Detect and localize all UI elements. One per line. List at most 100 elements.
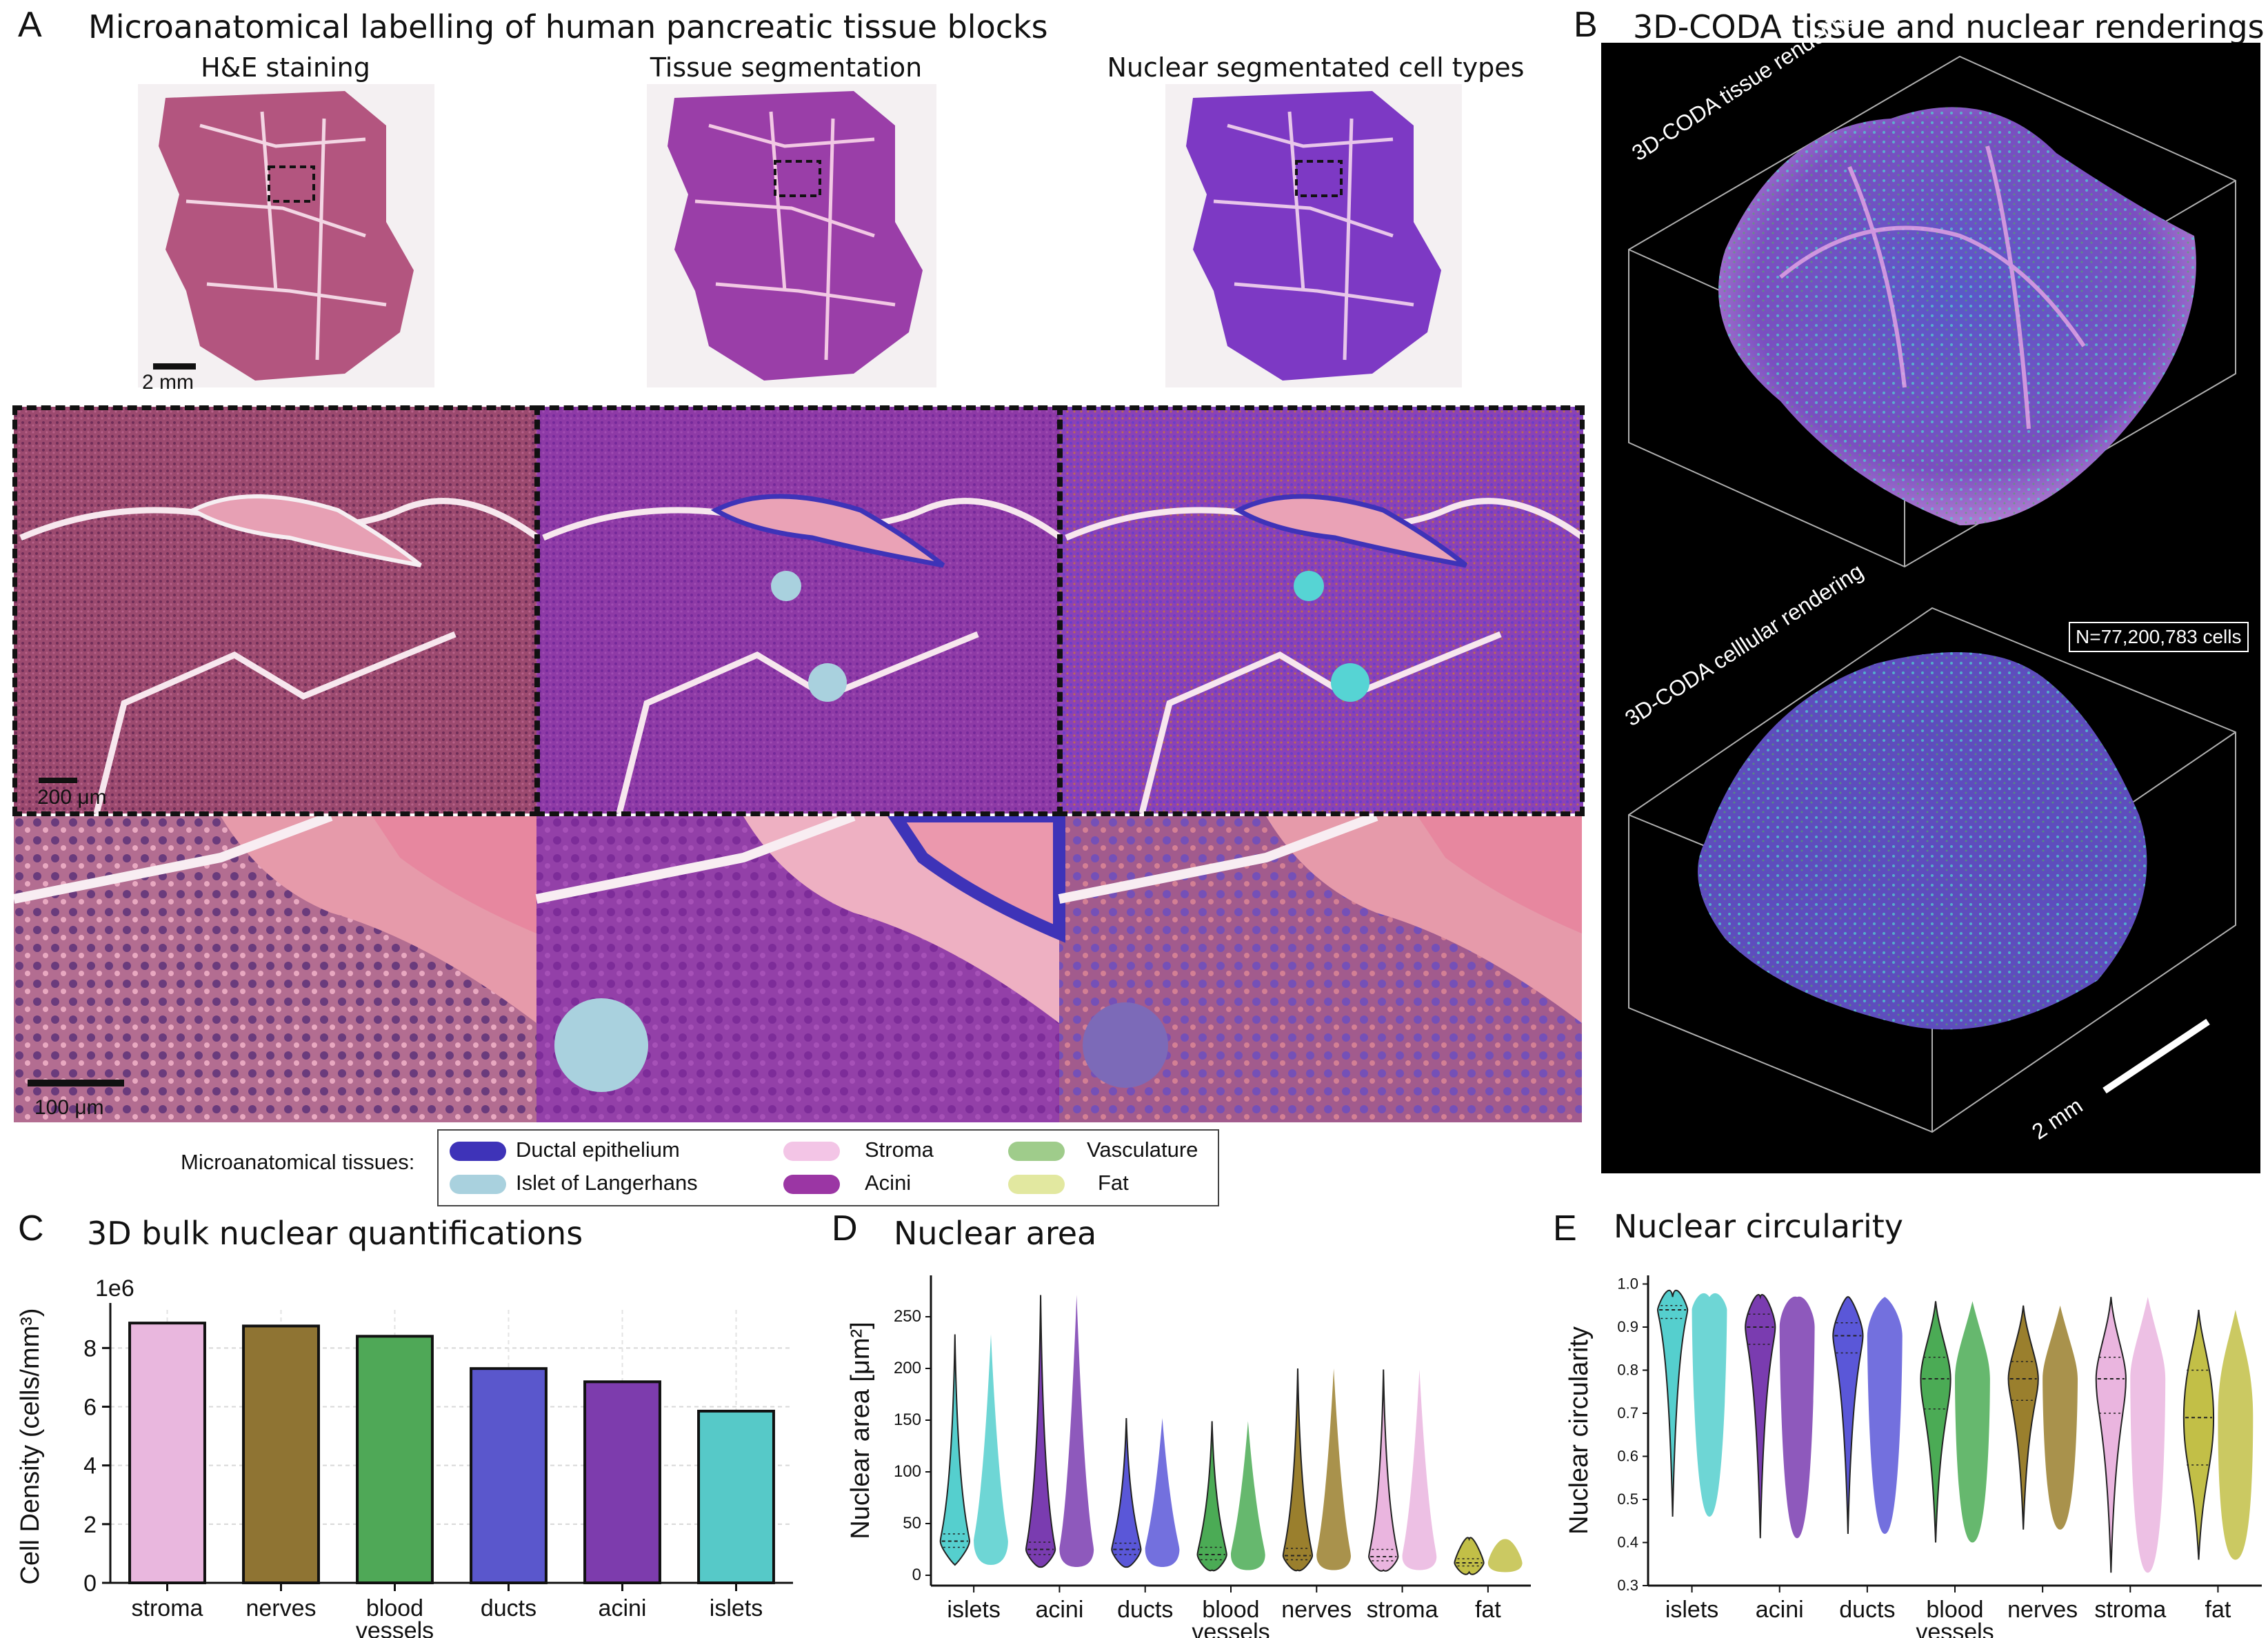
strip-ducts xyxy=(1145,1418,1180,1567)
bar-nerves xyxy=(242,1324,320,1585)
roi-frame-he xyxy=(12,405,539,816)
scalebar-200um-label: 200 μm xyxy=(37,786,107,809)
tissue-seg-overview-image xyxy=(647,84,936,387)
y-tick-label: 0 xyxy=(83,1570,97,1597)
scalebar-100um-bar xyxy=(28,1080,124,1086)
roi-frame-nuc xyxy=(1058,405,1585,816)
bar-islets xyxy=(697,1409,775,1584)
he-roi-box xyxy=(268,165,315,203)
legend-swatch-vasculature xyxy=(1008,1142,1065,1161)
nuclear-area-violin-chart: 0 50 100 150 200 250 Nuclear area [μm²] islets a… xyxy=(846,1275,1531,1638)
high-zoom-images xyxy=(14,816,1582,1122)
x-tick-label: stroma xyxy=(2094,1597,2166,1623)
he-staining-title: H&E staining xyxy=(201,52,370,83)
violin-acini xyxy=(1745,1294,1776,1539)
strip-ducts xyxy=(1867,1297,1903,1534)
nuclear-seg-title: Nuclear segmentated cell types xyxy=(1107,52,1525,83)
panel-e-letter: E xyxy=(1553,1209,1577,1248)
x-tick-label: nerves xyxy=(245,1595,316,1621)
strip-stroma xyxy=(1402,1369,1437,1570)
violin-nerves xyxy=(2007,1305,2039,1530)
strip-nerves xyxy=(1316,1368,1351,1570)
y-tick-label: 0 xyxy=(912,1566,921,1584)
strip-blood-vessels xyxy=(1955,1301,1990,1543)
x-tick-label: nerves xyxy=(2007,1597,2078,1623)
legend-ductal-epithelium: Ductal epithelium xyxy=(516,1138,680,1162)
bar-ducts xyxy=(470,1367,548,1584)
tissue-legend: Ductal epithelium Islet of Langerhans St… xyxy=(437,1129,1219,1206)
x-tick-label: ducts xyxy=(481,1595,536,1621)
y-tick-label: 8 xyxy=(83,1335,97,1362)
tissue-seg-title: Tissue segmentation xyxy=(650,52,923,83)
bar-blood-vessels xyxy=(356,1335,434,1585)
strip-acini xyxy=(1779,1296,1815,1539)
x-tick-label: stroma xyxy=(132,1595,203,1621)
nuclear-overview-image xyxy=(1165,84,1462,387)
x-tick-label: fat xyxy=(1475,1597,1501,1623)
strip-stroma xyxy=(2130,1297,2166,1573)
violin-ducts xyxy=(1111,1417,1142,1568)
scalebar-2mm-label: 2 mm xyxy=(142,371,194,394)
strip-fat xyxy=(1487,1539,1523,1573)
y-axis-title: Nuclear area [μm²] xyxy=(846,1322,875,1539)
y-tick-label: 50 xyxy=(903,1514,921,1533)
legend-fat: Fat xyxy=(1098,1171,1129,1195)
y-tick-label: 0.7 xyxy=(1617,1404,1638,1422)
x-tick-label: vessels xyxy=(356,1617,434,1638)
violin-ducts xyxy=(1832,1296,1864,1535)
x-tick-label: nerves xyxy=(1281,1597,1352,1623)
scalebar-200um-bar xyxy=(39,778,77,783)
seg-roi-box xyxy=(774,160,821,197)
y-tick-label: 100 xyxy=(894,1462,921,1481)
x-tick-label: islets xyxy=(947,1597,1000,1623)
strip-islets xyxy=(974,1334,1008,1565)
y-tick-label: 250 xyxy=(894,1307,921,1326)
y-tick-label: 4 xyxy=(83,1453,97,1479)
legend-stroma: Stroma xyxy=(865,1138,934,1162)
scalebar-100um-label: 100 μm xyxy=(34,1096,104,1119)
y-tick-label: 200 xyxy=(894,1359,921,1377)
x-tick-label: blood xyxy=(1926,1597,1983,1623)
panel-c-letter: C xyxy=(18,1209,44,1248)
strip-fat xyxy=(2218,1310,2254,1560)
violin-fat xyxy=(2182,1309,2215,1560)
y-tick-label: 0.5 xyxy=(1617,1490,1638,1508)
y-tick-label: 0.6 xyxy=(1617,1448,1638,1465)
nuclear-circularity-violin-chart: 0.3 0.4 0.5 0.6 0.7 0.8 0.9 1.0 Nuclear circular… xyxy=(1565,1275,2262,1638)
violin-islets xyxy=(1656,1289,1689,1517)
y-offset-label: 1e6 xyxy=(95,1275,134,1302)
legend-swatch-acini xyxy=(783,1175,840,1194)
legend-swatch-islet xyxy=(450,1175,506,1194)
legend-vasculature: Vasculature xyxy=(1087,1138,1198,1162)
y-tick-label: 0.4 xyxy=(1617,1534,1638,1551)
panel-a-title: Microanatomical labelling of human pancr… xyxy=(88,8,1048,46)
x-tick-label: islets xyxy=(710,1595,763,1621)
nuc-roi-box xyxy=(1295,160,1343,197)
x-tick-label: acini xyxy=(599,1595,647,1621)
y-tick-label: 150 xyxy=(894,1410,921,1429)
mid-zoom-images xyxy=(14,407,1583,813)
x-tick-label: vessels xyxy=(1192,1619,1270,1638)
legend-heading: Microanatomical tissues: xyxy=(181,1150,415,1174)
panel-b-letter: B xyxy=(1574,5,1598,45)
violin-acini xyxy=(1025,1295,1056,1568)
panel-e-title: Nuclear circularity xyxy=(1614,1208,1903,1245)
y-tick-label: 2 xyxy=(83,1512,97,1538)
y-tick-label: 0.8 xyxy=(1617,1362,1638,1379)
y-axis-title: Cell Density (cells/mm³) xyxy=(16,1308,45,1584)
panel-b-title: 3D-CODA tissue and nuclear renderings xyxy=(1633,8,2265,46)
x-tick-label: ducts xyxy=(1839,1597,1895,1623)
legend-swatch-fat xyxy=(1008,1175,1065,1194)
legend-swatch-ductal xyxy=(450,1142,506,1161)
x-tick-label: blood xyxy=(1202,1597,1259,1623)
y-axis-title: Nuclear circularity xyxy=(1565,1326,1594,1535)
roi-frame-seg xyxy=(535,405,1062,816)
strip-islets xyxy=(1692,1293,1727,1517)
x-tick-label: vessels xyxy=(1916,1619,1994,1638)
x-tick-label: islets xyxy=(1665,1597,1718,1623)
x-tick-label: acini xyxy=(1756,1597,1804,1623)
panel-a-letter: A xyxy=(18,5,42,45)
violin-stroma xyxy=(2095,1297,2127,1573)
bar-stroma xyxy=(128,1322,206,1585)
